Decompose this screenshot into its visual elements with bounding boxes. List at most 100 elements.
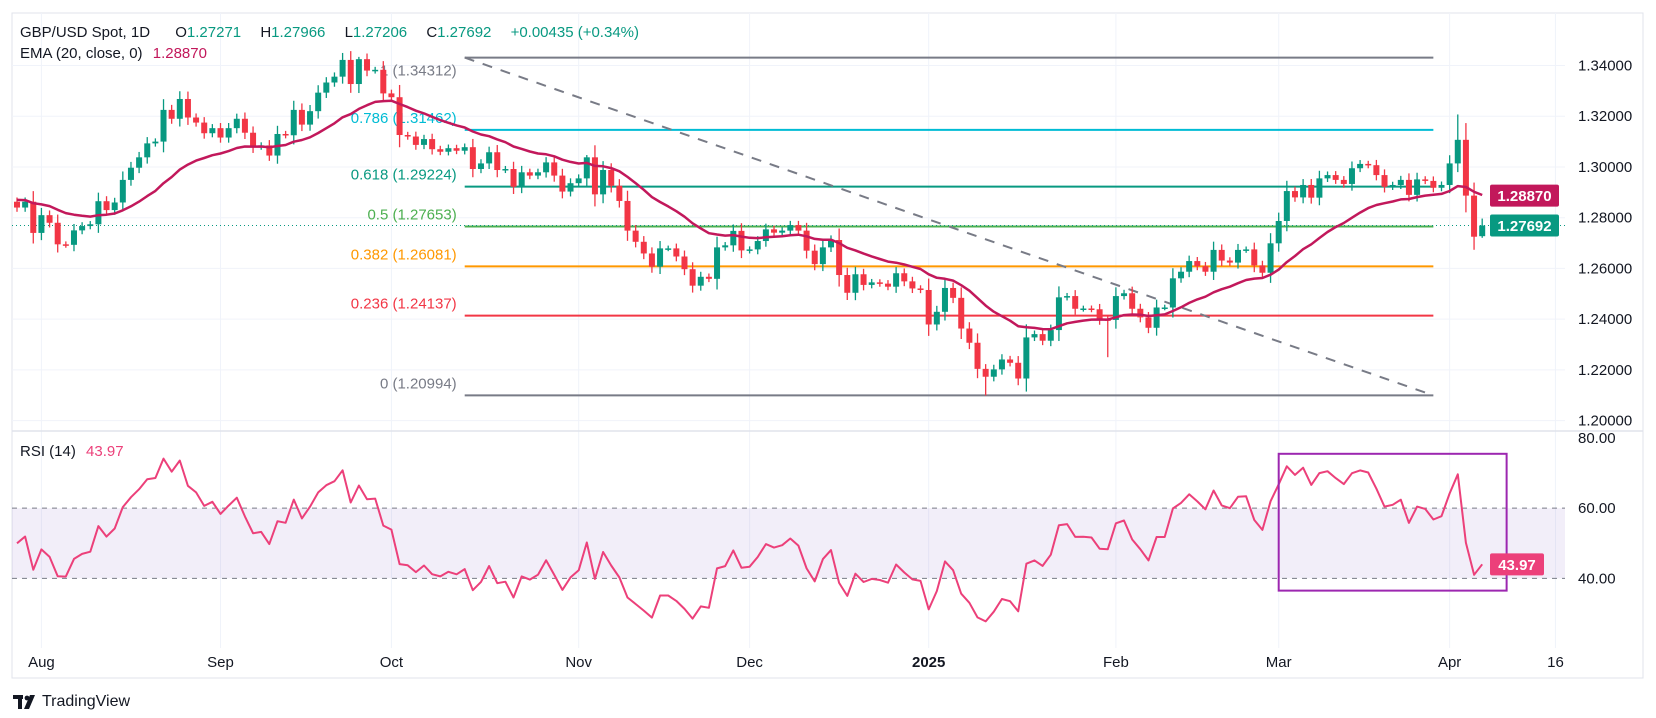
candle-bullish[interactable]: [534, 168, 541, 180]
candle-bullish[interactable]: [1324, 171, 1331, 182]
candle-bearish[interactable]: [1039, 329, 1046, 346]
candle-bearish[interactable]: [950, 282, 957, 304]
rsi-legend[interactable]: RSI (14) 43.97: [20, 443, 130, 461]
candle-bullish[interactable]: [828, 235, 834, 253]
candle-bullish[interactable]: [1064, 292, 1071, 301]
candle-bullish[interactable]: [567, 178, 574, 197]
candle-bullish[interactable]: [421, 134, 427, 150]
candle-bearish[interactable]: [909, 276, 916, 294]
candle-bearish[interactable]: [429, 133, 436, 155]
candle-bullish[interactable]: [657, 241, 664, 275]
candle-bullish[interactable]: [136, 151, 143, 174]
candle-bearish[interactable]: [1072, 290, 1079, 315]
candle-bearish[interactable]: [364, 53, 371, 77]
candle-bullish[interactable]: [355, 56, 362, 94]
candle-bullish[interactable]: [70, 223, 77, 252]
candle-bullish[interactable]: [941, 279, 948, 321]
candle-bullish[interactable]: [290, 100, 297, 145]
candle-bearish[interactable]: [1340, 176, 1347, 188]
candle-bearish[interactable]: [771, 225, 778, 237]
candle-bullish[interactable]: [600, 161, 607, 204]
candle-bearish[interactable]: [282, 130, 289, 139]
candle-bearish[interactable]: [1308, 179, 1315, 204]
candle-bearish[interactable]: [46, 210, 53, 228]
candle-bullish[interactable]: [990, 364, 997, 382]
candle-bullish[interactable]: [95, 192, 102, 233]
candle-bullish[interactable]: [1161, 304, 1168, 311]
candle-bearish[interactable]: [901, 268, 908, 287]
candle-bullish[interactable]: [225, 123, 232, 143]
candle-bearish[interactable]: [860, 268, 867, 291]
candle-bullish[interactable]: [1235, 243, 1241, 269]
candle-bearish[interactable]: [1405, 173, 1412, 202]
candle-bearish[interactable]: [884, 280, 891, 291]
candle-bearish[interactable]: [624, 190, 631, 241]
candle-bullish[interactable]: [315, 85, 322, 119]
candle-bearish[interactable]: [803, 222, 810, 259]
candle-bearish[interactable]: [347, 51, 354, 93]
candle-bearish[interactable]: [1194, 257, 1201, 271]
candle-bearish[interactable]: [193, 113, 200, 127]
candle-bullish[interactable]: [852, 266, 859, 301]
candle-bullish[interactable]: [1438, 181, 1445, 192]
candle-bearish[interactable]: [1430, 176, 1437, 193]
candle-bullish[interactable]: [1357, 160, 1364, 173]
candle-bearish[interactable]: [1251, 242, 1258, 273]
candle-bearish[interactable]: [559, 168, 566, 199]
candle-bearish[interactable]: [412, 131, 419, 150]
candle-bearish[interactable]: [1422, 176, 1429, 185]
candle-bullish[interactable]: [1348, 161, 1355, 191]
candle-bullish[interactable]: [1479, 218, 1486, 238]
candle-bullish[interactable]: [307, 105, 314, 131]
candle-bullish[interactable]: [575, 174, 582, 188]
candle-bearish[interactable]: [14, 197, 20, 212]
candle-bullish[interactable]: [787, 220, 794, 235]
candle-bullish[interactable]: [1186, 255, 1193, 278]
candle-bullish[interactable]: [933, 305, 940, 331]
candle-bullish[interactable]: [1112, 287, 1119, 329]
candle-bullish[interactable]: [722, 242, 729, 251]
candle-bullish[interactable]: [87, 221, 94, 230]
candle-bearish[interactable]: [526, 168, 533, 180]
candle-bullish[interactable]: [779, 227, 786, 236]
candle-bearish[interactable]: [298, 103, 305, 132]
candle-bearish[interactable]: [689, 262, 696, 293]
candle-bullish[interactable]: [543, 157, 550, 178]
candle-bearish[interactable]: [958, 287, 965, 340]
candle-bearish[interactable]: [184, 91, 191, 125]
candle-bullish[interactable]: [160, 99, 167, 153]
candle-bearish[interactable]: [640, 236, 647, 260]
candle-bullish[interactable]: [893, 267, 900, 293]
candle-bullish[interactable]: [111, 197, 118, 215]
candle-bearish[interactable]: [1373, 159, 1380, 181]
candle-bullish[interactable]: [746, 246, 753, 254]
candle-bearish[interactable]: [648, 247, 655, 273]
candle-bearish[interactable]: [551, 156, 558, 182]
candle-bullish[interactable]: [1153, 299, 1160, 336]
candle-bullish[interactable]: [1300, 179, 1307, 204]
candle-bearish[interactable]: [1332, 171, 1339, 184]
candle-bullish[interactable]: [1283, 180, 1290, 232]
candle-bullish[interactable]: [1454, 114, 1461, 173]
candle-bearish[interactable]: [1129, 286, 1136, 316]
candle-bearish[interactable]: [1137, 303, 1144, 323]
candle-bullish[interactable]: [38, 207, 45, 241]
candle-bearish[interactable]: [1462, 123, 1469, 213]
candle-bearish[interactable]: [811, 244, 818, 271]
candle-bullish[interactable]: [583, 155, 590, 187]
candle-bearish[interactable]: [1259, 260, 1266, 278]
candle-bearish[interactable]: [1007, 355, 1014, 367]
candle-bullish[interactable]: [1210, 241, 1217, 280]
candle-bullish[interactable]: [119, 171, 126, 211]
candle-bullish[interactable]: [819, 240, 826, 272]
candle-bullish[interactable]: [127, 161, 134, 186]
candle-bullish[interactable]: [323, 77, 330, 98]
candle-bearish[interactable]: [974, 333, 981, 379]
candle-bullish[interactable]: [152, 138, 159, 147]
candle-bullish[interactable]: [1055, 286, 1062, 342]
candle-bearish[interactable]: [966, 322, 973, 350]
candle-bearish[interactable]: [917, 285, 924, 294]
candle-bullish[interactable]: [445, 144, 452, 156]
candle-bearish[interactable]: [1218, 244, 1225, 267]
